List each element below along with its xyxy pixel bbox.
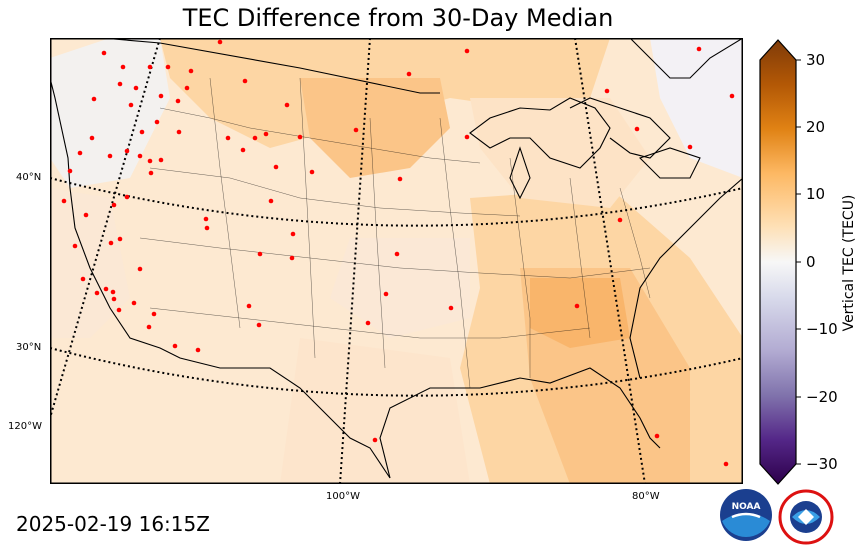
anomaly-region-central — [330, 238, 470, 338]
lon-label-80w: 80°W — [632, 491, 660, 502]
anomaly-region-west — [50, 38, 170, 188]
map-title: TEC Difference from 30-Day Median — [182, 4, 614, 32]
gnss-stations — [61, 39, 735, 467]
lat-label-30n: 30°N — [16, 342, 42, 353]
tec-difference-map — [50, 38, 743, 484]
nws-logo-icon — [778, 489, 834, 545]
timestamp: 2025-02-19 16:15Z — [16, 512, 210, 536]
anomaly-region-alabama — [530, 278, 630, 348]
colorbar-tick-10: 10 — [806, 185, 826, 203]
colorbar-tick-20: 20 — [806, 118, 826, 136]
graticule-lines — [50, 38, 743, 484]
colorbar-tick-minus20: −20 — [806, 388, 838, 406]
lon-label-100w: 100°W — [326, 491, 360, 502]
coastline-and-borders — [50, 38, 743, 479]
noaa-logo-icon: NOAA — [720, 489, 772, 541]
colorbar-tick-minus30: −30 — [806, 455, 838, 473]
anomaly-region-great-lakes — [470, 98, 650, 208]
lat-label-40n: 40°N — [16, 172, 42, 183]
colorbar-tick-30: 30 — [806, 51, 826, 69]
colorbar-gradient — [759, 39, 797, 485]
svg-text:NOAA: NOAA — [732, 502, 761, 512]
state-borders — [139, 77, 651, 389]
colorbar-tick-minus10: −10 — [806, 320, 838, 338]
lon-label-120w: 120°W — [8, 421, 42, 432]
colorbar-label: Vertical TEC (TECU) — [841, 194, 857, 332]
colorbar-tick-0: 0 — [806, 253, 816, 271]
anomaly-region-northeast — [650, 38, 743, 178]
colorbar — [759, 39, 801, 485]
anomaly-region-west-south — [50, 188, 130, 338]
anomaly-region-northcentral — [300, 78, 450, 178]
anomaly-region-gulf — [280, 338, 470, 484]
agency-logos: NOAA — [720, 489, 834, 545]
